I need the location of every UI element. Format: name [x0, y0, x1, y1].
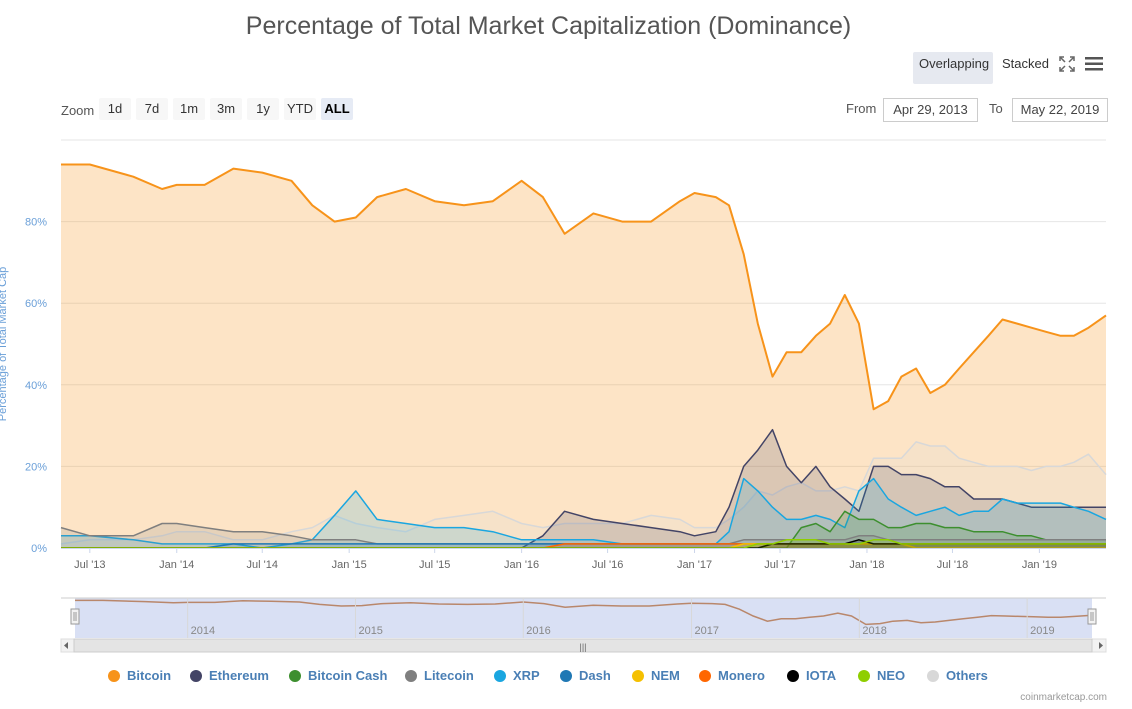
zoom-1m-button[interactable]: 1m: [173, 98, 205, 120]
x-tick-label: Jul '16: [592, 559, 623, 571]
from-label: From: [846, 101, 877, 116]
series-area-ethereum: [61, 429, 1106, 548]
legend-marker-icon: [560, 670, 572, 682]
y-tick-label: 0%: [31, 543, 47, 555]
legend-marker-icon: [108, 670, 120, 682]
legend-label: Others: [946, 668, 988, 683]
series-area-bitcoin-cash: [61, 511, 1106, 548]
legend-item-others[interactable]: Others: [927, 668, 988, 683]
legend-marker-icon: [405, 670, 417, 682]
navigator-label: 2017: [695, 625, 719, 637]
navigator-handle-right[interactable]: [1087, 608, 1097, 625]
to-label: To: [989, 101, 1003, 116]
navigator-label: 2014: [191, 625, 215, 637]
legend-marker-icon: [858, 670, 870, 682]
legend-item-ethereum[interactable]: Ethereum: [190, 668, 269, 683]
legend-marker-icon: [632, 670, 644, 682]
legend-marker-icon: [289, 670, 301, 682]
y-tick-label: 80%: [25, 217, 47, 229]
legend-marker-icon: [190, 670, 202, 682]
legend: Bitcoin Ethereum Bitcoin Cash Litecoin XRP Da…: [0, 668, 1132, 686]
legend-label: Bitcoin: [127, 668, 172, 683]
legend-label: Monero: [718, 668, 765, 683]
series-area-monero: [61, 543, 1106, 548]
legend-item-xrp[interactable]: XRP: [494, 668, 540, 683]
zoom-1y-button[interactable]: 1y: [247, 98, 279, 120]
series-area-neo: [61, 539, 1106, 548]
x-tick-label: Jul '13: [74, 559, 105, 571]
legend-label: Bitcoin Cash: [308, 668, 388, 683]
fullscreen-icon[interactable]: [1059, 56, 1075, 72]
legend-label: Ethereum: [209, 668, 269, 683]
series-line-others: [60, 441, 1107, 545]
legend-marker-icon: [927, 670, 939, 682]
x-tick-label: Jan '19: [1022, 559, 1057, 571]
legend-item-nem[interactable]: NEM: [632, 668, 680, 683]
x-tick-label: Jan '15: [332, 559, 367, 571]
series-area-nem: [61, 543, 1106, 548]
legend-item-bitcoin-cash[interactable]: Bitcoin Cash: [289, 668, 387, 683]
x-tick-label: Jul '17: [764, 559, 795, 571]
credit-link[interactable]: coinmarketcap.com: [1020, 692, 1107, 703]
navigator-range: [75, 598, 1092, 638]
x-tick-label: Jan '14: [159, 559, 194, 571]
series-area-iota: [61, 539, 1106, 548]
legend-label: Dash: [579, 668, 611, 683]
series-line-bitcoin: [61, 163, 1107, 411]
legend-label: IOTA: [806, 668, 837, 683]
scrollbar-grip: |||: [579, 642, 586, 652]
menu-icon[interactable]: [1085, 56, 1103, 72]
x-tick-label: Jul '18: [937, 559, 968, 571]
series-area-others: [61, 441, 1106, 548]
series-area-litecoin: [61, 523, 1106, 548]
from-date-input[interactable]: Apr 29, 2013: [883, 98, 978, 122]
legend-item-bitcoin[interactable]: Bitcoin: [108, 668, 171, 683]
legend-marker-icon: [494, 670, 506, 682]
zoom-ytd-button[interactable]: YTD: [284, 98, 316, 120]
navigator-label: 2019: [1030, 625, 1054, 637]
scrollbar-thumb[interactable]: [73, 638, 1093, 653]
overlapping-button[interactable]: Overlapping: [913, 52, 993, 84]
to-date-input[interactable]: May 22, 2019: [1012, 98, 1108, 122]
navigator-label: 2018: [862, 625, 886, 637]
x-tick-label: Jul '15: [419, 559, 450, 571]
legend-item-dash[interactable]: Dash: [560, 668, 611, 683]
navigator-series: [75, 599, 1093, 626]
legend-item-iota[interactable]: IOTA: [787, 668, 836, 683]
stacked-button[interactable]: Stacked: [1002, 56, 1049, 71]
zoom-3m-button[interactable]: 3m: [210, 98, 242, 120]
zoom-all-button[interactable]: ALL: [321, 98, 353, 120]
navigator-handle-left[interactable]: [70, 608, 80, 625]
legend-label: Litecoin: [424, 668, 474, 683]
series-area-dash: [61, 543, 1106, 548]
series-area-bitcoin: [61, 164, 1106, 548]
scroll-left-arrow-icon[interactable]: [64, 642, 68, 649]
x-tick-label: Jan '17: [677, 559, 712, 571]
x-tick-label: Jan '16: [504, 559, 539, 571]
y-tick-label: 60%: [25, 298, 47, 310]
scroll-right-arrow-icon[interactable]: [1099, 642, 1103, 649]
y-axis-title: Percentage of Total Market Cap: [0, 267, 9, 422]
series-area-xrp: [61, 478, 1106, 548]
zoom-1d-button[interactable]: 1d: [99, 98, 131, 120]
chart-title: Percentage of Total Market Capitalizatio…: [245, 12, 852, 40]
legend-label: NEO: [877, 668, 906, 683]
navigator-label: 2015: [358, 625, 382, 637]
series-line-xrp: [61, 477, 1107, 549]
legend-item-litecoin[interactable]: Litecoin: [405, 668, 474, 683]
navigator-label: 2016: [526, 625, 550, 637]
legend-marker-icon: [787, 670, 799, 682]
legend-marker-icon: [699, 670, 711, 682]
legend-item-monero[interactable]: Monero: [699, 668, 765, 683]
y-tick-label: 40%: [25, 380, 47, 392]
zoom-7d-button[interactable]: 7d: [136, 98, 168, 120]
x-tick-label: Jan '18: [849, 559, 884, 571]
legend-label: NEM: [651, 668, 680, 683]
legend-item-neo[interactable]: NEO: [858, 668, 905, 683]
legend-label: XRP: [513, 668, 540, 683]
zoom-label: Zoom: [61, 103, 95, 118]
y-tick-label: 20%: [25, 461, 47, 473]
x-tick-label: Jul '14: [247, 559, 278, 571]
